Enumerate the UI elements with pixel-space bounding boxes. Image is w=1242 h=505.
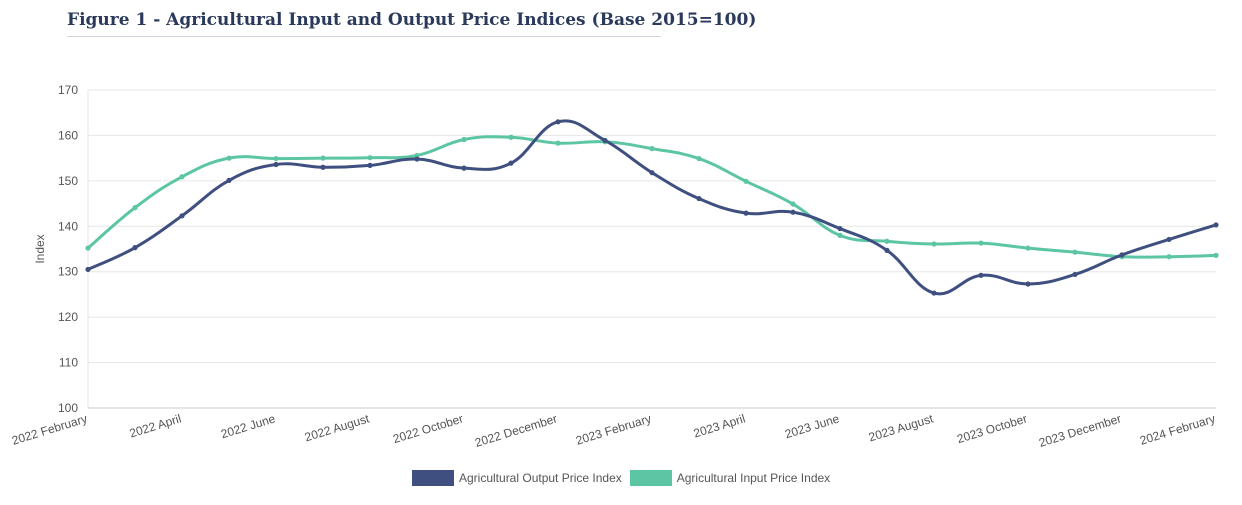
data-point-input-2	[179, 174, 185, 180]
legend-swatch-output	[412, 470, 454, 486]
data-point-input-23	[1166, 254, 1172, 260]
x-tick-label: 2024 February	[1138, 411, 1217, 447]
data-point-output-2	[179, 213, 185, 219]
x-tick-label: 2022 June	[219, 411, 277, 441]
legend-item-input[interactable]: Agricultural Input Price Index	[629, 470, 831, 486]
data-point-input-16	[837, 232, 843, 238]
data-point-input-6	[367, 155, 373, 161]
y-tick-label-160: 160	[58, 128, 78, 142]
legend-swatch-input	[629, 470, 672, 486]
data-point-output-4	[273, 161, 279, 168]
data-point-input-20	[1025, 245, 1031, 251]
data-point-output-17	[884, 247, 890, 253]
data-point-output-12	[649, 170, 655, 176]
data-point-output-0	[85, 266, 91, 273]
y-tick-label-110: 110	[59, 356, 78, 370]
data-point-input-8	[461, 136, 467, 143]
data-point-output-21	[1072, 271, 1078, 278]
y-tick-label-120: 120	[58, 310, 78, 324]
data-point-output-22	[1119, 252, 1125, 258]
x-axis: 2022 February 2022 April 2022 June 2022 Aug…	[10, 407, 1217, 450]
data-point-input-24	[1213, 252, 1219, 258]
x-tick-label: 2022 October	[391, 411, 465, 446]
data-point-input-7	[414, 152, 420, 159]
data-point-output-19	[978, 272, 984, 278]
data-point-output-18	[931, 290, 937, 296]
data-point-output-10	[555, 119, 561, 125]
data-point-output-7	[414, 156, 420, 162]
data-point-output-20	[1025, 281, 1031, 287]
figure-title-container: Figure 1 - Agricultural Input and Output…	[67, 10, 757, 37]
data-point-input-14	[743, 178, 749, 184]
data-point-input-18	[931, 241, 937, 247]
data-point-input-12	[649, 146, 655, 152]
data-point-input-3	[226, 155, 232, 161]
y-axis-title: Index	[33, 234, 47, 263]
y-tick-label-150: 150	[58, 174, 78, 188]
x-tick-label: 2023 August	[867, 411, 936, 444]
series-line-input	[87, 135, 1217, 259]
data-point-output-5	[320, 164, 326, 170]
data-point-output-6	[367, 162, 373, 169]
x-tick-label: 2023 December	[1037, 411, 1123, 449]
y-axis: 100 110 120 130 140 150 160 170	[58, 83, 89, 415]
data-point-input-15	[790, 201, 796, 207]
data-point-output-3	[226, 177, 232, 184]
legend: Agricultural Output Price Index Agricult…	[412, 470, 838, 486]
data-point-input-4	[273, 155, 279, 162]
data-point-input-5	[320, 155, 326, 161]
data-point-output-14	[743, 210, 749, 216]
data-point-input-10	[555, 140, 561, 146]
figure-title: Figure 1 - Agricultural Input and Output…	[67, 10, 757, 30]
x-tick-label: 2023 October	[955, 411, 1029, 446]
y-tick-label-100: 100	[58, 401, 78, 415]
data-point-output-24	[1213, 222, 1219, 228]
x-tick-label: 2022 April	[128, 411, 183, 440]
data-point-output-13	[696, 195, 702, 202]
legend-label-input: Agricultural Input Price Index	[676, 471, 831, 485]
data-point-input-9	[508, 134, 514, 140]
data-point-output-11	[602, 137, 608, 144]
x-tick-label: 2023 June	[783, 411, 841, 441]
data-point-input-21	[1072, 249, 1078, 255]
x-tick-label: 2022 August	[303, 411, 372, 444]
x-tick-label: 2022 December	[473, 411, 559, 449]
data-point-input-19	[978, 240, 984, 246]
x-tick-label: 2022 February	[10, 411, 89, 447]
legend-item-output[interactable]: Agricultural Output Price Index	[412, 470, 622, 486]
data-point-output-16	[837, 225, 843, 232]
data-point-output-1	[132, 245, 138, 251]
data-point-input-1	[132, 205, 138, 211]
y-tick-label-140: 140	[58, 219, 78, 233]
data-point-input-17	[884, 238, 890, 244]
data-point-input-13	[696, 155, 702, 162]
y-tick-label-130: 130	[58, 265, 78, 279]
data-point-output-15	[790, 209, 796, 215]
x-tick-label: 2023 February	[574, 411, 653, 447]
data-point-output-23	[1166, 236, 1172, 243]
legend-label-output: Agricultural Output Price Index	[459, 471, 622, 485]
data-point-output-8	[461, 165, 467, 171]
y-tick-label-170: 170	[58, 83, 78, 97]
series-layer	[85, 119, 1219, 296]
data-point-input-0	[85, 245, 91, 251]
data-point-output-9	[508, 160, 514, 166]
x-tick-label: 2023 April	[692, 411, 747, 440]
